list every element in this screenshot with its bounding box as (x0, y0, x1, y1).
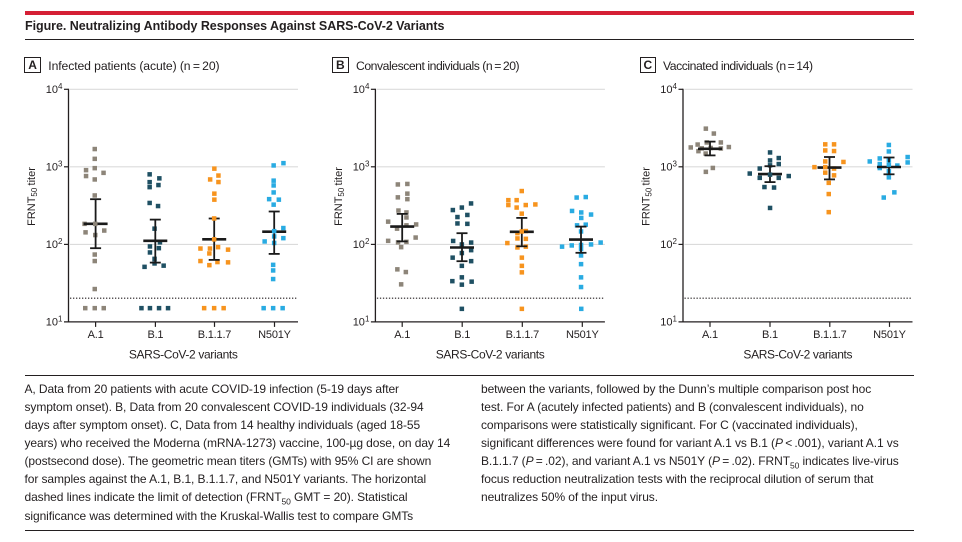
svg-text:101: 101 (660, 315, 677, 329)
svg-text:B.1: B.1 (762, 329, 778, 341)
svg-text:FRNT50 titer: FRNT50 titer (26, 167, 39, 226)
svg-text:FRNT50 titer: FRNT50 titer (333, 167, 346, 226)
svg-text:B.1: B.1 (147, 329, 163, 341)
svg-text:SARS-CoV-2 variants: SARS-CoV-2 variants (129, 348, 238, 362)
svg-text:104: 104 (353, 82, 370, 96)
svg-text:B.1.1.7: B.1.1.7 (506, 329, 540, 341)
svg-text:B.1: B.1 (454, 329, 470, 341)
svg-text:101: 101 (46, 315, 63, 329)
svg-text:SARS-CoV-2 variants: SARS-CoV-2 variants (743, 348, 852, 362)
svg-text:103: 103 (46, 159, 63, 173)
svg-text:FRNT50 titer: FRNT50 titer (641, 167, 654, 226)
svg-text:SARS-CoV-2 variants: SARS-CoV-2 variants (436, 348, 545, 362)
svg-text:101: 101 (353, 315, 370, 329)
svg-text:N501Y: N501Y (566, 329, 599, 341)
svg-text:N501Y: N501Y (873, 329, 906, 341)
svg-text:N501Y: N501Y (258, 329, 291, 341)
svg-text:102: 102 (660, 237, 677, 251)
svg-text:A.1: A.1 (394, 329, 410, 341)
svg-text:104: 104 (660, 82, 677, 96)
svg-text:102: 102 (46, 237, 63, 251)
svg-text:102: 102 (353, 237, 370, 251)
svg-text:104: 104 (46, 82, 63, 96)
svg-text:B.1.1.7: B.1.1.7 (198, 329, 232, 341)
svg-text:A.1: A.1 (702, 329, 718, 341)
svg-text:B.1.1.7: B.1.1.7 (813, 329, 847, 341)
svg-text:103: 103 (660, 159, 677, 173)
svg-text:A.1: A.1 (88, 329, 104, 341)
svg-text:103: 103 (353, 159, 370, 173)
